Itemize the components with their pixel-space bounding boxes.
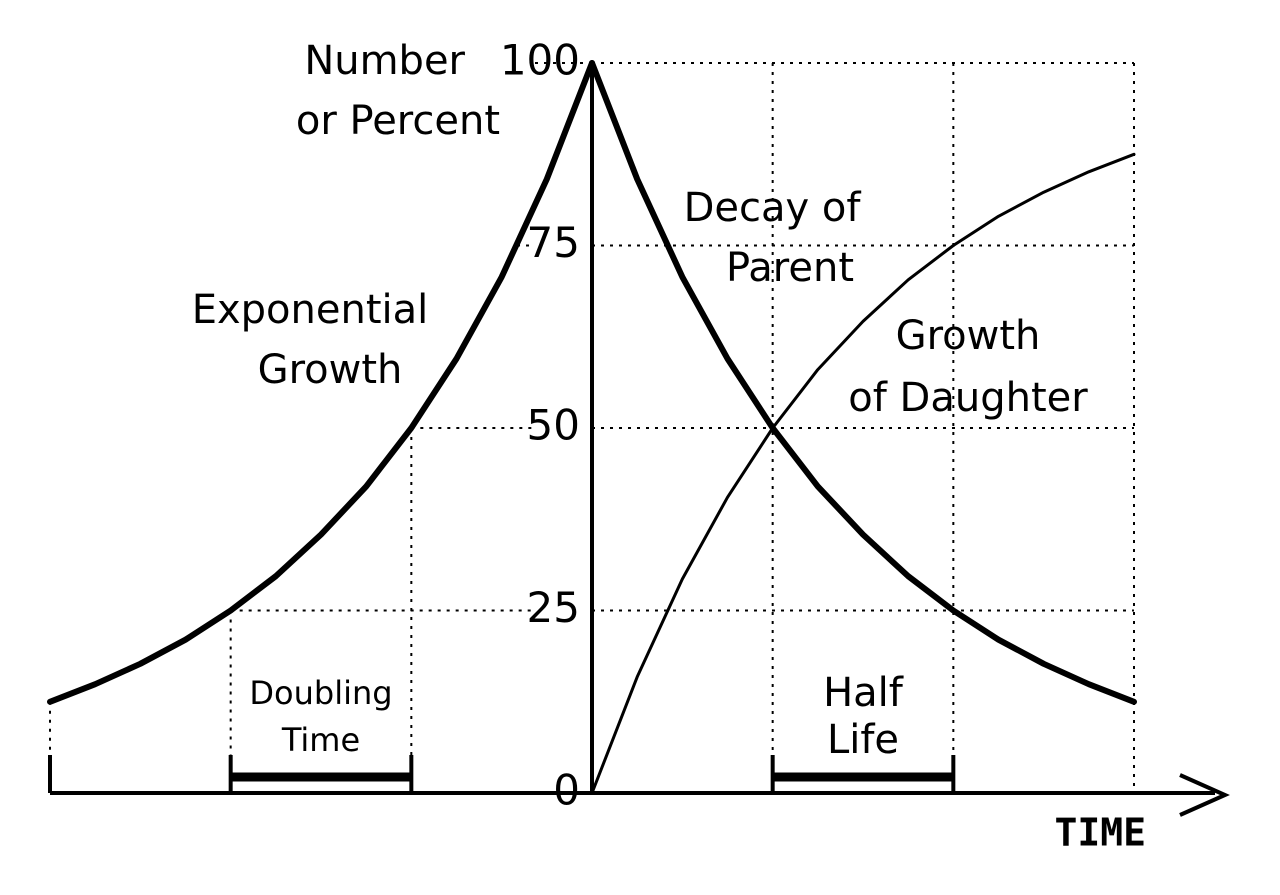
y-tick-label: 0 bbox=[553, 766, 580, 815]
series-label: of Daughter bbox=[848, 375, 1088, 421]
y-tick-label: 50 bbox=[527, 401, 580, 450]
series-label: Growth bbox=[896, 313, 1041, 359]
axis-arrow bbox=[1179, 773, 1230, 817]
series-label: Growth bbox=[258, 347, 403, 393]
y-tick-label: 25 bbox=[527, 583, 580, 632]
series-line bbox=[47, 60, 595, 705]
interval-label: Life bbox=[827, 717, 899, 763]
y-tick-label: 100 bbox=[500, 36, 580, 85]
series-line bbox=[590, 152, 1136, 795]
series-label: Parent bbox=[726, 245, 854, 291]
series-label: Exponential bbox=[192, 287, 429, 333]
interval-label: Half bbox=[823, 670, 904, 716]
x-axis-label: TIME bbox=[1054, 811, 1146, 855]
series-label: Decay of bbox=[684, 185, 862, 231]
y-axis-label: Number bbox=[304, 38, 465, 84]
y-axis-label: or Percent bbox=[296, 98, 500, 144]
interval-label: Doubling bbox=[249, 674, 392, 712]
interval-label: Time bbox=[281, 721, 360, 759]
y-tick-label: 75 bbox=[527, 218, 580, 267]
series-line bbox=[589, 60, 1137, 705]
